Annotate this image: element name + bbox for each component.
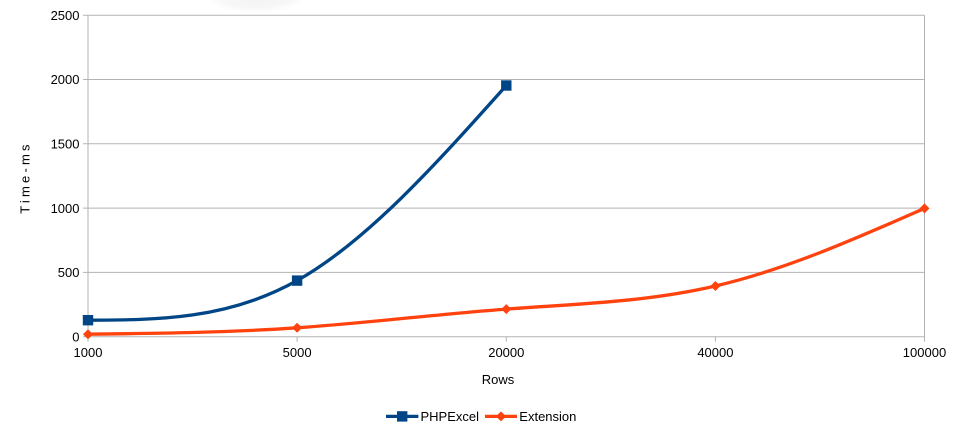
svg-text:2000: 2000: [51, 72, 80, 87]
svg-text:20000: 20000: [488, 345, 524, 360]
svg-text:0: 0: [72, 329, 79, 344]
svg-text:Time-ms: Time-ms: [18, 141, 33, 213]
svg-text:1000: 1000: [74, 345, 103, 360]
svg-text:Rows: Rows: [482, 372, 515, 387]
svg-text:100000: 100000: [903, 345, 946, 360]
svg-text:500: 500: [58, 265, 80, 280]
svg-text:5000: 5000: [283, 345, 312, 360]
svg-text:PHPExcel: PHPExcel: [421, 409, 480, 424]
svg-text:1000: 1000: [51, 201, 80, 216]
svg-text:2500: 2500: [51, 8, 80, 23]
svg-text:40000: 40000: [697, 345, 733, 360]
svg-text:1500: 1500: [51, 137, 80, 152]
svg-text:Extension: Extension: [519, 409, 576, 424]
